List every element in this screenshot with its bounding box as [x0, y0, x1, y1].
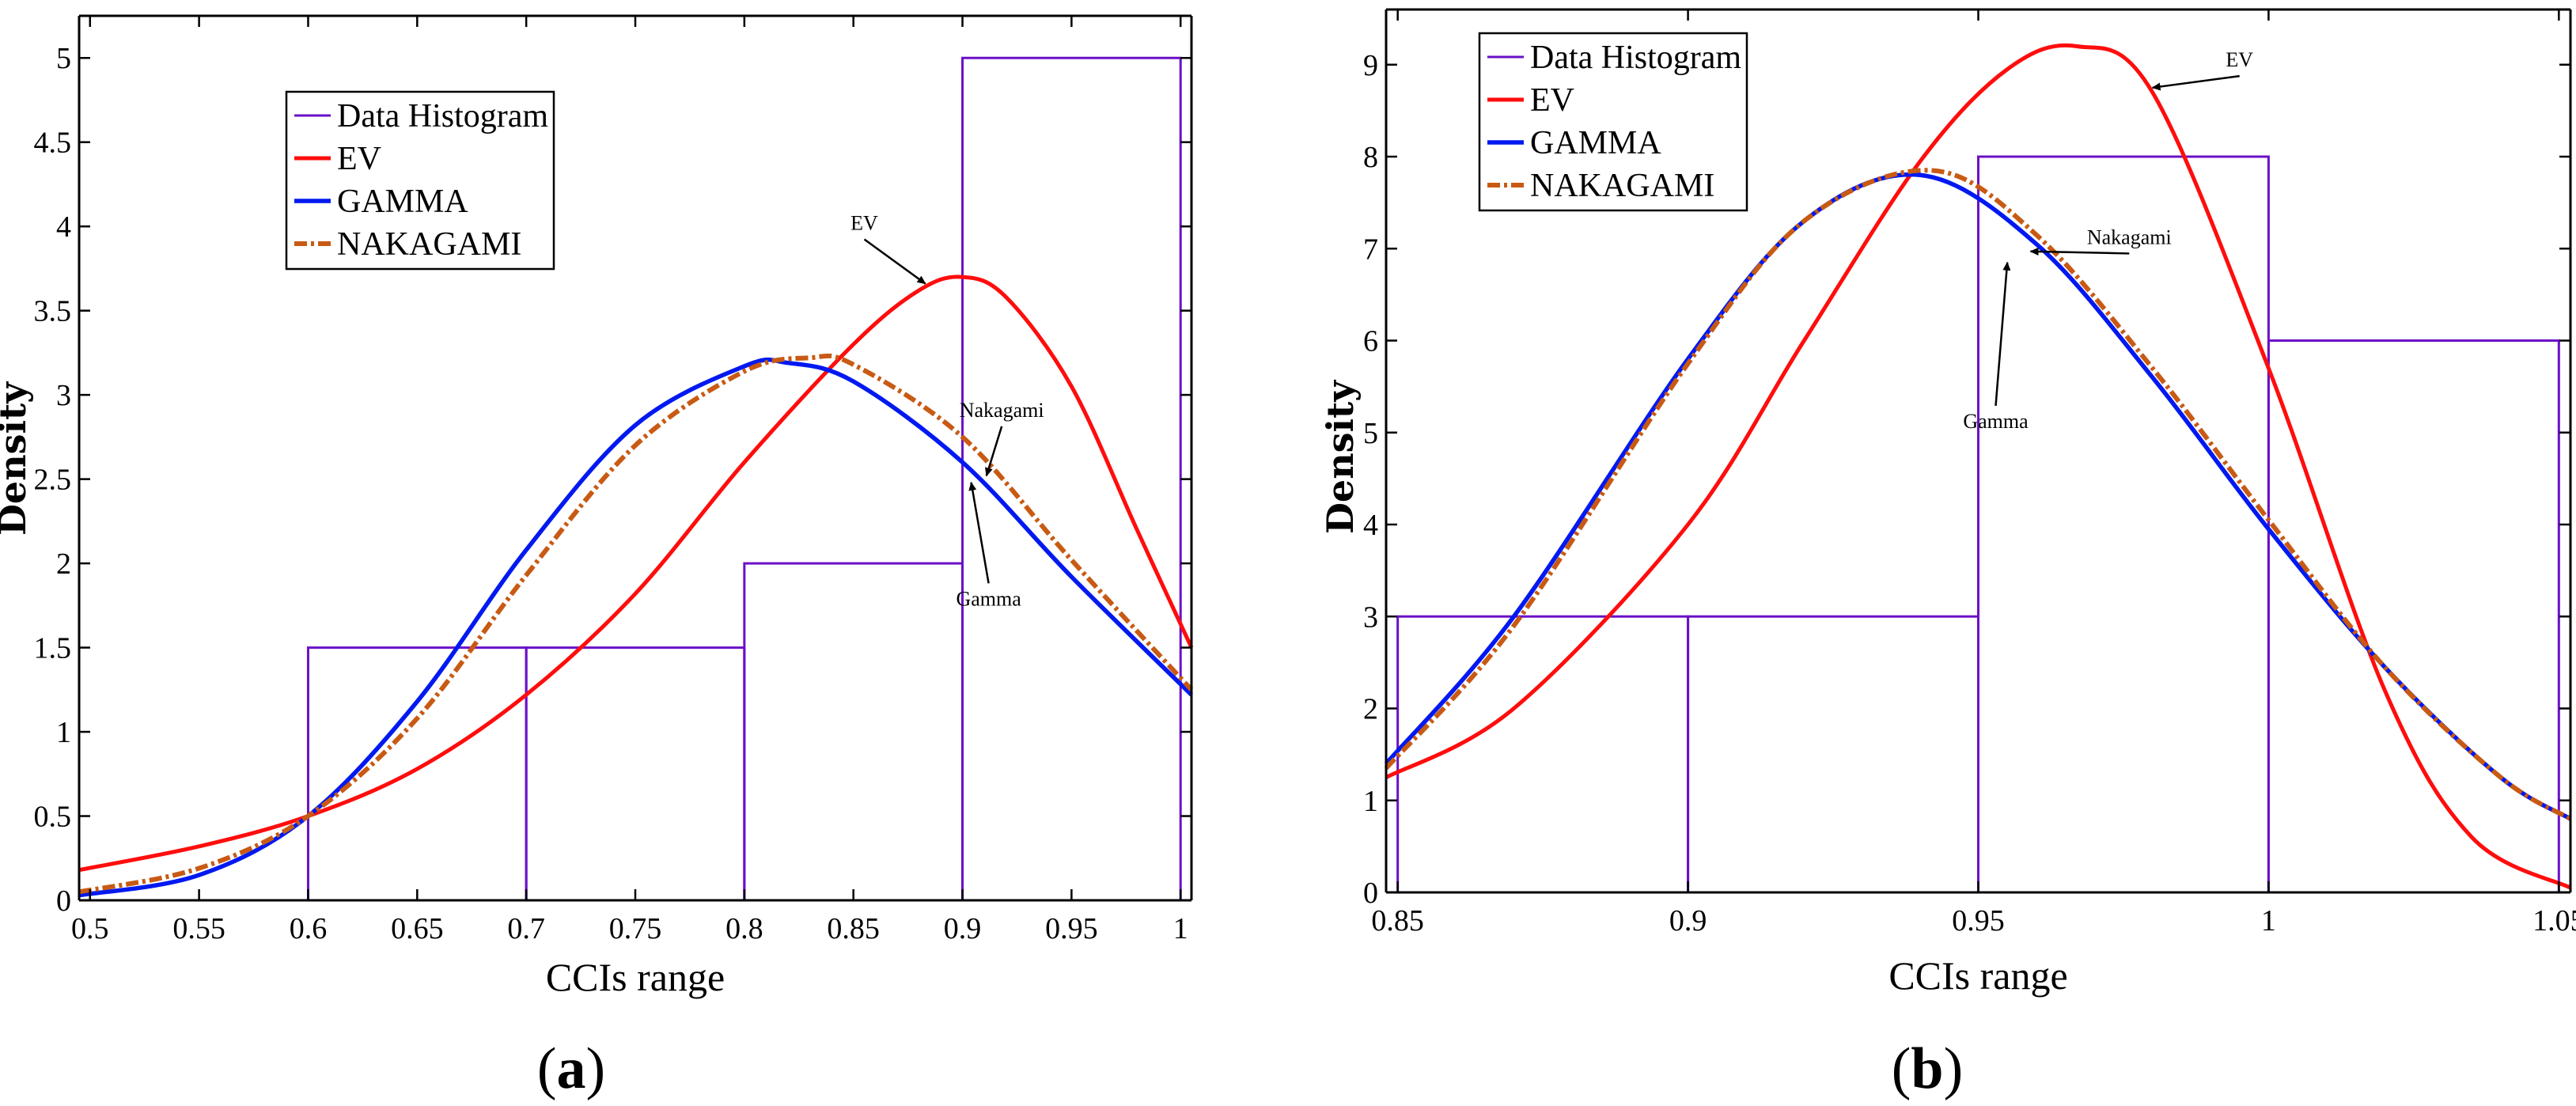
y-axis-label: Density: [0, 381, 34, 536]
annotations-b: EV Nakagami Gamma: [1963, 48, 2253, 433]
y-tick-label: 3.5: [34, 295, 72, 328]
y-tick-label: 3: [1363, 600, 1378, 634]
legend-b: Data Histogram EV GAMMA NAKAGAMI: [1478, 32, 1748, 212]
x-tick-label: 0.7: [507, 912, 545, 945]
histogram-bar-3: [743, 562, 964, 900]
x-tick-label: 1.05: [2532, 904, 2576, 937]
series-line-nakagami: [78, 353, 1194, 895]
y-tick-label: 1: [1363, 785, 1378, 818]
x-tick-label: 1: [2261, 904, 2276, 937]
legend-label-histogram: Data Histogram: [337, 98, 548, 134]
y-tick-label: 4.5: [34, 127, 72, 160]
x-tick-label: 0.8: [725, 912, 763, 945]
curves-b: [1384, 43, 2572, 890]
y-tick-label: 2: [1363, 693, 1378, 726]
histogram-bar-3: [2267, 339, 2560, 892]
y-tick-label: 0.5: [34, 801, 72, 834]
chart-panel-a: 00.511.522.533.544.55 0.5 0.55 0.6 0.65 0.7 0…: [0, 14, 1194, 1101]
annotation-arrow-gamma: [1995, 261, 2011, 407]
y-tick-label: 4: [1363, 509, 1378, 542]
curves-a: [78, 275, 1194, 898]
y-tick-label: 1: [56, 716, 71, 749]
y-tick-label: 6: [1363, 325, 1378, 358]
panel-label-letter: a: [557, 1036, 586, 1101]
legend-label-ev: EV: [337, 141, 381, 177]
x-tick-label: 0.5: [71, 912, 109, 945]
legend-box: [1478, 32, 1748, 212]
x-tick-label: 0.65: [391, 912, 444, 945]
y-ticks-b: 0 1 2 3 4 5 6 7 8 9: [1363, 49, 2570, 910]
panel-label-letter: b: [1911, 1036, 1943, 1101]
y-tick-label: 2.5: [34, 464, 72, 497]
y-tick-label: 2: [56, 547, 71, 581]
x-tick-label: 0.55: [172, 912, 225, 945]
x-tick-label: 0.85: [827, 912, 880, 945]
annotation-nakagami: Nakagami: [960, 399, 1044, 422]
y-tick-label: 1.5: [34, 632, 72, 665]
axes-a: [78, 14, 1193, 902]
panel-label: (a): [537, 1036, 605, 1101]
annotation-arrow-nakagami: [2029, 247, 2130, 256]
series-line-nakagami: [1384, 168, 2572, 821]
x-tick-label: 0.75: [609, 912, 662, 945]
x-tick-label: 0.95: [1952, 904, 2005, 937]
x-tick-label: 0.95: [1045, 912, 1098, 945]
y-tick-label: 0: [56, 884, 71, 918]
annotation-arrow-ev: [2151, 74, 2240, 91]
legend-box: [285, 90, 555, 271]
legend-label-gamma: GAMMA: [1530, 125, 1661, 161]
series-line-gamma: [1384, 172, 2572, 821]
x-tick-label: 0.9: [1669, 904, 1707, 937]
y-axis-label: Density: [1319, 380, 1362, 534]
histogram-bar-4: [961, 56, 1182, 900]
legend-label-gamma: GAMMA: [337, 184, 468, 220]
x-tick-label: 0.9: [944, 912, 982, 945]
annotation-arrow-nakagami: [985, 426, 1003, 477]
legend-label-nakagami: NAKAGAMI: [337, 226, 521, 263]
series-line-ev: [78, 275, 1194, 873]
x-tick-label: 0.85: [1371, 904, 1424, 937]
annotation-nakagami: Nakagami: [2087, 225, 2172, 248]
legend-label-nakagami: NAKAGAMI: [1530, 168, 1714, 204]
annotation-ev: EV: [850, 211, 878, 234]
y-tick-label: 0: [1363, 877, 1378, 910]
y-tick-label: 7: [1363, 233, 1378, 266]
x-axis-label: CCIs range: [546, 955, 725, 999]
histogram-bar-2: [525, 646, 746, 900]
legend-a: Data Histogram EV GAMMA NAKAGAMI: [285, 90, 555, 271]
y-tick-label: 5: [56, 42, 71, 75]
y-tick-label: 8: [1363, 141, 1378, 174]
y-tick-label: 3: [56, 379, 71, 412]
annotations-a: EV Nakagami Gamma: [850, 211, 1044, 610]
histogram-b: [1396, 155, 2560, 892]
legend-label-histogram: Data Histogram: [1530, 40, 1741, 76]
y-ticks-a: 0 0.5 1 1.5 2 2.5 3 3.5 4 4.5 5: [34, 42, 1191, 918]
histogram-a: [89, 56, 1182, 902]
histogram-bar-1: [306, 646, 528, 900]
x-ticks-a: 0.5 0.55 0.6 0.65 0.7 0.75 0.8 0.85 0.9 0.95 1: [71, 16, 1188, 945]
annotation-gamma: Gamma: [956, 587, 1021, 610]
series-line-ev: [1385, 43, 2572, 890]
x-tick-label: 0.6: [290, 912, 328, 945]
annotation-arrow-gamma: [968, 481, 990, 584]
series-line-gamma: [78, 357, 1193, 898]
y-tick-label: 5: [1363, 417, 1378, 450]
y-tick-label: 4: [56, 210, 71, 244]
legend-label-ev: EV: [1530, 82, 1574, 119]
chart-panel-b: 0 1 2 3 4 5 6 7 8 9 0.85 0.9 0.95 1 1.05 EV Nakagami Ga…: [1319, 8, 2576, 1101]
y-tick-label: 9: [1363, 49, 1378, 82]
annotation-gamma: Gamma: [1963, 410, 2029, 433]
panel-label: (b): [1892, 1036, 1963, 1101]
x-ticks-b: 0.85 0.9 0.95 1 1.05: [1371, 9, 2576, 937]
x-axis-label: CCIs range: [1888, 953, 2067, 998]
histogram-bar-1: [1687, 615, 1979, 892]
annotation-arrow-ev: [863, 238, 926, 285]
annotation-ev: EV: [2226, 48, 2253, 71]
histogram-bar-2: [1977, 155, 2270, 892]
x-tick-label: 1: [1173, 912, 1188, 945]
